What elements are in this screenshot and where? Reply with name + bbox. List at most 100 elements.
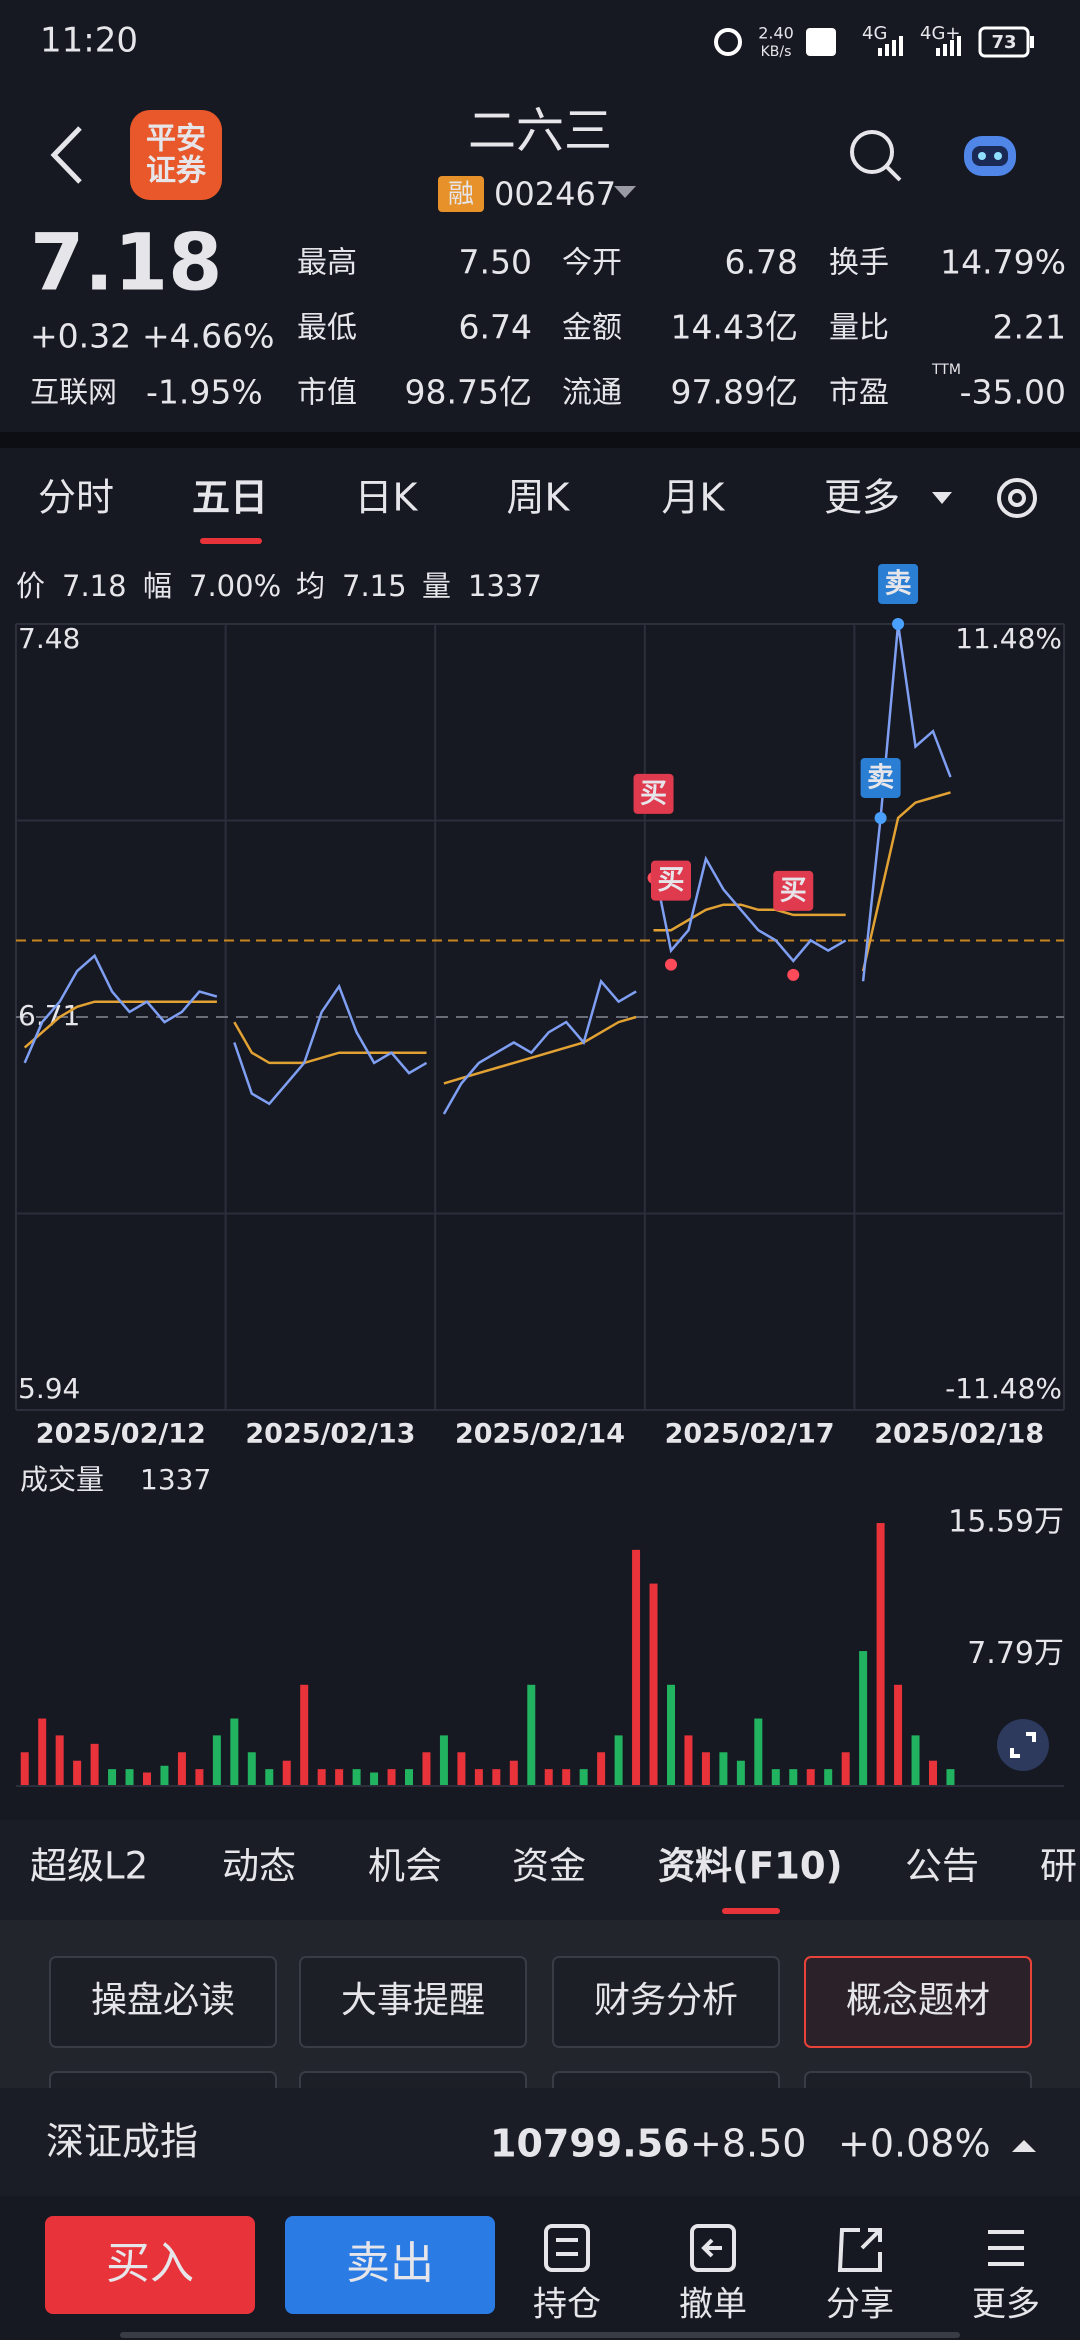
volume-bar — [265, 1769, 274, 1786]
volume-bar — [789, 1769, 798, 1786]
info-tab[interactable]: 公告 — [905, 1845, 979, 1888]
period-tab[interactable]: 更多 — [824, 476, 900, 520]
y2-tick-label: 11.48% — [955, 622, 1062, 655]
volume-bar — [841, 1752, 850, 1786]
info-tab[interactable]: 机会 — [368, 1845, 442, 1888]
broker-logo — [130, 110, 222, 200]
avg-price-line — [653, 903, 846, 932]
period-tab[interactable]: 日K — [355, 476, 419, 520]
volume-bar — [806, 1769, 815, 1786]
volume-bar — [247, 1752, 256, 1786]
period-tab[interactable]: 月K — [662, 476, 726, 520]
x-tick-label: 2025/02/14 — [455, 1419, 625, 1450]
battery-tip — [1030, 36, 1034, 48]
tool-button[interactable] — [299, 1956, 527, 2048]
tool-label[interactable]: 操盘必读 — [91, 1980, 235, 2021]
price-change: +0.32 — [30, 317, 131, 356]
volume-bar — [230, 1718, 239, 1786]
buy-button-bg[interactable] — [45, 2216, 255, 2314]
info-label: 量 — [422, 569, 451, 603]
volume-tick-label: 15.59万 — [948, 1505, 1064, 1540]
period-tab[interactable]: 分时 — [38, 476, 114, 520]
action-label[interactable]: 更多 — [972, 2285, 1040, 2325]
assistant-button[interactable] — [964, 136, 1016, 176]
volume-bar — [335, 1769, 344, 1786]
action-label[interactable]: 撤单 — [679, 2285, 747, 2325]
volume-bar — [492, 1769, 501, 1786]
volume-tick-label: 7.79万 — [967, 1636, 1064, 1671]
info-value: 7.15 — [342, 569, 407, 603]
quote-value: 98.75亿 — [405, 373, 532, 412]
signal-badge — [633, 773, 674, 814]
index-change: +8.50 — [690, 2122, 806, 2166]
hd-icon — [806, 28, 836, 56]
sector-change: -1.95% — [146, 373, 263, 412]
signal-dot — [874, 811, 887, 824]
quote-value: 14.43亿 — [671, 308, 798, 347]
tool-label[interactable]: 大事提醒 — [341, 1980, 485, 2021]
search-button[interactable] — [850, 130, 902, 182]
volume-bar — [405, 1769, 413, 1786]
volume-bar — [579, 1769, 588, 1786]
avg-price-line — [443, 1015, 637, 1085]
code-dropdown[interactable] — [614, 186, 636, 198]
active-tab-indicator — [200, 538, 262, 544]
signal-dot — [787, 968, 800, 981]
quote-label: 今开 — [562, 246, 622, 281]
period-tab[interactable]: 五日 — [192, 476, 268, 520]
action-label[interactable]: 分享 — [826, 2285, 894, 2325]
index-expand[interactable] — [1012, 2140, 1036, 2152]
action-label[interactable]: 持仓 — [533, 2285, 601, 2325]
volume-bar — [649, 1583, 658, 1786]
tool-label[interactable]: 概念题材 — [846, 1980, 990, 2021]
info-label: 价 — [16, 569, 45, 603]
info-tab[interactable]: 资金 — [512, 1845, 586, 1888]
signal-badge — [878, 564, 919, 604]
info-tab[interactable]: 资料(F10) — [658, 1845, 843, 1888]
home-indicator — [120, 2332, 960, 2338]
volume-title: 成交量 — [20, 1463, 104, 1496]
volume-bar — [527, 1684, 536, 1786]
volume-bar — [143, 1772, 151, 1786]
volume-bar — [387, 1769, 396, 1786]
tool-button[interactable] — [804, 1956, 1032, 2048]
volume-bar — [509, 1760, 518, 1786]
volume-bar — [439, 1735, 448, 1786]
more-dropdown[interactable] — [932, 492, 952, 504]
tool-label[interactable]: 财务分析 — [594, 1980, 738, 2021]
volume-bar — [597, 1752, 606, 1786]
info-tab[interactable]: 动态 — [222, 1845, 296, 1888]
info-value: 1337 — [468, 569, 542, 603]
volume-bar — [370, 1772, 379, 1786]
volume-value: 1337 — [140, 1463, 211, 1496]
buy-button[interactable]: 买入 — [106, 2238, 194, 2289]
margin-badge-text: 融 — [448, 180, 474, 210]
volume-bar — [911, 1735, 920, 1786]
price-line — [442, 978, 637, 1115]
period-tab[interactable]: 周K — [507, 476, 571, 520]
volume-bar — [771, 1769, 780, 1786]
sell-button-bg[interactable] — [285, 2216, 495, 2314]
x-tick-label: 2025/02/18 — [874, 1419, 1044, 1450]
tool-button[interactable] — [49, 1956, 277, 2048]
back-button[interactable] — [50, 126, 82, 184]
tool-button[interactable] — [552, 1956, 780, 2048]
logo-text: 证券 — [146, 154, 207, 189]
y-tick-label: 7.48 — [18, 622, 80, 655]
volume-bar — [352, 1769, 361, 1786]
fullscreen-button[interactable] — [997, 1719, 1049, 1771]
volume-bar — [38, 1718, 47, 1786]
avg-price-line — [861, 791, 951, 972]
quote-value: 6.74 — [459, 308, 532, 347]
status-net1: 4G — [862, 23, 887, 44]
volume-bar — [562, 1769, 571, 1786]
info-value: 7.18 — [62, 569, 127, 603]
signal-label: 买 — [658, 865, 685, 896]
info-tab[interactable]: 研 — [1040, 1845, 1077, 1888]
y-tick-label: 5.94 — [18, 1372, 80, 1405]
index-value: 10799.56 — [490, 2122, 690, 2166]
quote-label: 金额 — [562, 311, 622, 346]
settings-button[interactable] — [997, 478, 1037, 518]
sell-button[interactable]: 卖出 — [346, 2238, 434, 2289]
info-tab[interactable]: 超级L2 — [30, 1845, 148, 1888]
